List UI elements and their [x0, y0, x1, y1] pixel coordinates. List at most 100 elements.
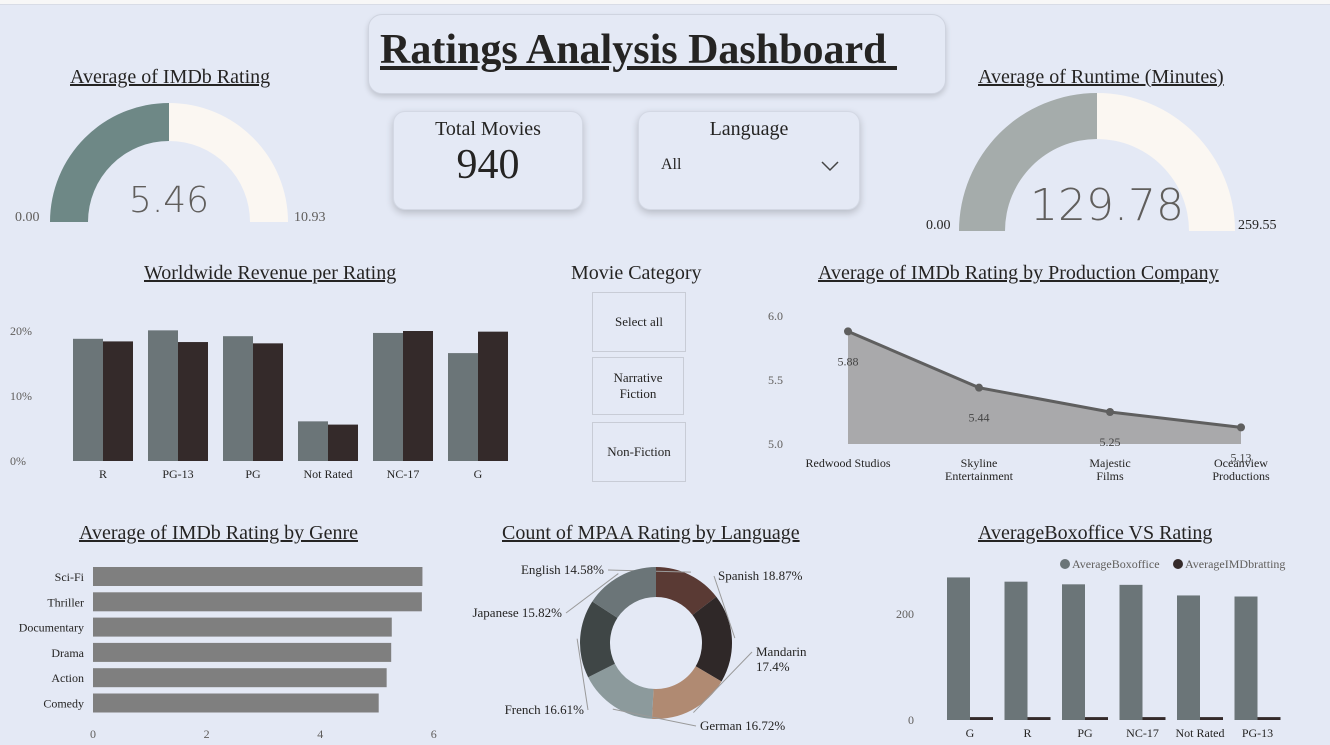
production-x-label: Majestic — [1089, 456, 1130, 470]
imdb-rating-bar — [1027, 717, 1051, 720]
production-data-label: 5.88 — [838, 354, 859, 368]
language-selected-value[interactable]: All — [661, 156, 682, 173]
total-movies-label: Total Movies — [435, 118, 541, 140]
legend-label: AverageBoxoffice — [1072, 557, 1160, 571]
page-title: Ratings Analysis Dashboard — [380, 27, 897, 73]
gauge-runtime — [959, 93, 1235, 231]
production-point — [1237, 423, 1245, 432]
boxoffice-y-tick: 200 — [896, 607, 914, 621]
production-chart-title: Average of IMDb Rating by Production Com… — [818, 262, 1219, 284]
gauge-runtime-max: 259.55 — [1238, 218, 1277, 233]
boxoffice-x-label: R — [1023, 726, 1031, 740]
movie-category-slicer: Select all Narrative Fiction Non-Fiction — [592, 292, 686, 486]
boxoffice-y-tick: 0 — [908, 713, 914, 727]
revenue-y-tick: 20% — [10, 324, 32, 338]
production-y-tick: 5.0 — [768, 437, 783, 451]
genre-y-label: Thriller — [47, 595, 84, 609]
language-slicer[interactable]: Language All — [638, 111, 860, 210]
genre-x-tick: 6 — [431, 727, 437, 741]
genre-chart: Sci-Fi Thriller Documentary Drama Action Come… — [19, 567, 437, 741]
production-data-label: 5.44 — [969, 411, 990, 425]
gauge-imdb-title: Average of IMDb Rating — [70, 66, 271, 88]
donut-leader-line — [565, 573, 619, 614]
production-x-label: Skyline — [961, 456, 998, 470]
production-y-tick: 5.5 — [768, 373, 783, 387]
revenue-y-tick: 10% — [10, 389, 32, 403]
production-line — [847, 329, 1242, 429]
category-option-narrative-fiction[interactable]: Narrative Fiction — [592, 357, 684, 415]
genre-y-label: Drama — [51, 646, 84, 660]
genre-bar — [93, 642, 392, 662]
revenue-bar — [103, 341, 133, 461]
gauge-imdb — [50, 103, 288, 222]
revenue-x-label: R — [99, 467, 107, 481]
donut-chart: English 14.58% Spanish 18.87% Mandarin17.4… — [472, 562, 807, 733]
genre-bar — [93, 567, 423, 586]
production-x-label: Redwood Studios — [805, 456, 890, 470]
revenue-bar — [253, 343, 283, 461]
donut-leader-line — [693, 651, 753, 713]
revenue-bar — [478, 331, 508, 461]
revenue-chart: 0% 10% 20% R PG-13 PG Not Rated NC-17 G — [10, 324, 508, 481]
donut-label: French 16.61% — [505, 702, 585, 717]
boxoffice-bar — [1004, 581, 1028, 720]
boxoffice-x-label: G — [966, 726, 975, 740]
gauge-runtime-fill — [959, 93, 1097, 231]
boxoffice-x-label: PG — [1077, 726, 1093, 740]
genre-x-tick: 0 — [90, 727, 96, 741]
boxoffice-bar — [1062, 584, 1085, 720]
donut-label: Japanese 15.82% — [472, 605, 562, 620]
boxoffice-chart: AverageBoxoffice AverageIMDbratting 0 200 G R… — [896, 557, 1285, 740]
imdb-rating-bar — [1085, 717, 1108, 720]
revenue-bar — [148, 330, 178, 461]
donut-leader-line — [612, 708, 697, 727]
production-point — [844, 327, 852, 336]
donut-slice — [656, 567, 717, 615]
boxoffice-chart-title: AverageBoxoffice VS Rating — [978, 522, 1213, 544]
revenue-x-label: PG-13 — [162, 467, 193, 481]
boxoffice-bar — [1234, 596, 1258, 720]
revenue-bar — [298, 421, 328, 461]
production-x-label: Entertainment — [945, 469, 1014, 483]
revenue-bar — [448, 353, 478, 461]
boxoffice-bar — [947, 577, 970, 720]
legend-label: AverageIMDbratting — [1185, 557, 1285, 571]
revenue-y-tick: 0% — [10, 454, 26, 468]
donut-slice — [692, 596, 732, 682]
category-option-select-all[interactable]: Select all — [592, 292, 686, 352]
genre-x-tick: 2 — [204, 727, 210, 741]
production-x-label: Oceanview — [1214, 456, 1268, 470]
production-data-label: 5.25 — [1100, 435, 1121, 449]
donut-leader-line — [713, 575, 736, 639]
boxoffice-bar — [1119, 584, 1143, 720]
category-option-non-fiction[interactable]: Non-Fiction — [592, 422, 686, 482]
donut-slice — [651, 666, 722, 719]
boxoffice-x-label: PG-13 — [1242, 726, 1273, 740]
gauge-imdb-track — [169, 103, 288, 222]
genre-bar — [93, 592, 422, 612]
revenue-x-label: Not Rated — [304, 467, 353, 481]
boxoffice-x-label: Not Rated — [1176, 726, 1225, 740]
imdb-rating-bar — [1142, 717, 1166, 720]
revenue-bar — [223, 336, 253, 461]
revenue-bar — [403, 331, 433, 461]
genre-bar — [93, 693, 379, 713]
revenue-bar — [373, 332, 403, 461]
production-data-label: 5.13 — [1231, 450, 1252, 464]
genre-y-label: Action — [51, 671, 84, 685]
donut-leader-line — [576, 638, 589, 711]
chevron-down-icon[interactable] — [821, 160, 839, 172]
revenue-x-label: G — [474, 467, 483, 481]
production-x-label: Films — [1096, 469, 1124, 483]
genre-bar — [93, 668, 387, 688]
total-movies-value: 940 — [456, 142, 520, 188]
genre-chart-title: Average of IMDb Rating by Genre — [79, 522, 358, 544]
donut-label: German 16.72% — [700, 718, 785, 733]
legend-marker — [1060, 559, 1070, 569]
donut-slice — [580, 601, 618, 678]
production-point — [975, 383, 983, 392]
boxoffice-x-label: NC-17 — [1126, 726, 1159, 740]
boxoffice-bar — [1177, 595, 1200, 720]
revenue-x-label: PG — [245, 467, 261, 481]
genre-bar — [93, 617, 392, 637]
